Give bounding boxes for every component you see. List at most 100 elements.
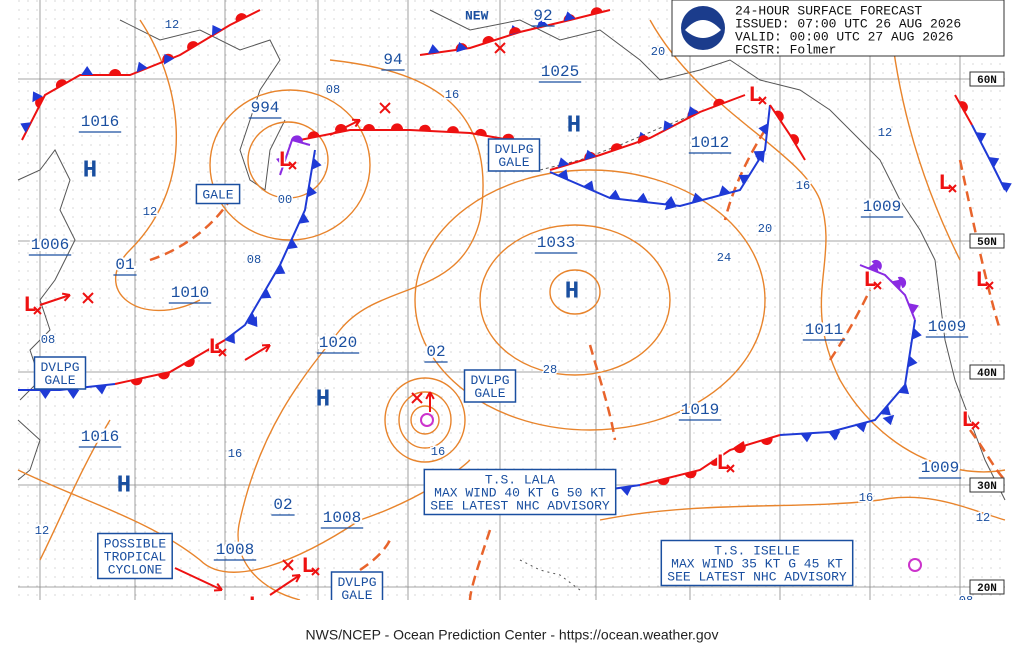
front-triangle bbox=[456, 42, 468, 53]
front-triangle bbox=[211, 25, 223, 36]
front-triangle bbox=[738, 174, 750, 185]
footer: NWS/NCEP - Ocean Prediction Center - htt… bbox=[306, 627, 719, 643]
isobar-label: 24 bbox=[717, 251, 731, 265]
low-center-x bbox=[311, 567, 320, 576]
front-triangle bbox=[274, 263, 286, 275]
warm-front bbox=[639, 434, 781, 486]
warm-front bbox=[114, 339, 226, 385]
asia-coast bbox=[17, 149, 76, 481]
front-triangle bbox=[898, 383, 910, 395]
notice-line: GALE bbox=[44, 373, 75, 388]
front-triangle bbox=[855, 422, 868, 433]
front-semicircle bbox=[207, 344, 219, 354]
header-frame bbox=[671, 0, 1005, 57]
front-triangle bbox=[95, 384, 108, 395]
front-triangle bbox=[32, 91, 43, 103]
notice-line: TROPICAL bbox=[104, 549, 166, 564]
pressure-label: 1009 bbox=[921, 459, 959, 477]
front-semicircle bbox=[684, 470, 697, 479]
front-triangle bbox=[911, 327, 922, 340]
front-triangle bbox=[563, 11, 576, 22]
trough bbox=[468, 529, 492, 601]
high-center: H bbox=[316, 386, 330, 413]
notice-line: MAX WIND 35 KT G 45 KT bbox=[671, 556, 843, 571]
isobar-label: 16 bbox=[445, 88, 459, 102]
notice-line: T.S. LALA bbox=[485, 472, 555, 487]
front-triangle bbox=[908, 303, 919, 315]
notice-line: GALE bbox=[474, 386, 505, 401]
low-center: L bbox=[748, 83, 761, 108]
pressure-label: 1016 bbox=[81, 113, 119, 131]
isobar bbox=[410, 405, 440, 435]
troughs bbox=[149, 129, 1006, 601]
isobars bbox=[17, 19, 1006, 601]
notice-line: SEE LATEST NHC ADVISORY bbox=[667, 569, 847, 584]
trough bbox=[968, 429, 1006, 481]
notice-line: GALE bbox=[202, 187, 233, 202]
tropical-symbol bbox=[420, 413, 434, 427]
pressure-label: 1006 bbox=[31, 236, 69, 254]
future-position bbox=[282, 559, 294, 571]
front-semicircle bbox=[391, 123, 404, 130]
notice-line: DVLPG bbox=[494, 142, 533, 157]
isobar-label: 08 bbox=[326, 83, 340, 97]
motion-arrow bbox=[329, 119, 361, 136]
isobar-label: 12 bbox=[35, 524, 49, 538]
front-semicircle bbox=[733, 441, 745, 451]
front-semicircle bbox=[474, 128, 487, 136]
high-center: H bbox=[83, 157, 97, 184]
low-center: L bbox=[863, 268, 876, 293]
front-triangle bbox=[260, 288, 272, 299]
front-triangle bbox=[557, 157, 570, 168]
header-line: VALID: 00:00 UTC 27 AUG 2026 bbox=[735, 29, 953, 44]
notice-line: DVLPG bbox=[40, 360, 79, 375]
pressure-label: 1011 bbox=[805, 321, 843, 339]
tropical-symbol bbox=[908, 558, 922, 572]
front-triangle bbox=[828, 431, 841, 441]
low-center-x bbox=[218, 348, 227, 357]
low-center: L bbox=[975, 268, 988, 293]
low-center: L bbox=[938, 171, 951, 196]
pressure-label: 1025 bbox=[541, 63, 579, 81]
notice-line: DVLPG bbox=[337, 575, 376, 590]
pressure-label: 1012 bbox=[691, 134, 729, 152]
lat-label-box bbox=[969, 579, 1005, 595]
notice-box bbox=[33, 356, 87, 390]
isobar-label: 28 bbox=[543, 363, 557, 377]
pressure-label: 92 bbox=[533, 7, 552, 25]
isobar bbox=[889, 19, 961, 261]
future-position bbox=[494, 42, 506, 54]
pressure-label: 1010 bbox=[171, 284, 209, 302]
stat-front bbox=[549, 94, 746, 171]
header-box: 24-HOUR SURFACE FORECAST ISSUED: 07:00 U… bbox=[671, 0, 1005, 57]
motion-arrowhead bbox=[291, 574, 301, 583]
front-semicircle bbox=[760, 437, 773, 446]
front-semicircle bbox=[307, 131, 320, 139]
low-center-x bbox=[873, 281, 882, 290]
front-semicircle bbox=[789, 134, 800, 146]
front-semicircle bbox=[291, 135, 303, 143]
isobar bbox=[549, 269, 601, 315]
front-triangle bbox=[907, 355, 918, 368]
motion-arrowhead bbox=[213, 582, 223, 592]
isobar-label: 08 bbox=[41, 333, 55, 347]
front-triangle bbox=[891, 279, 903, 290]
notice-box bbox=[195, 183, 241, 205]
trough bbox=[359, 539, 392, 572]
trough bbox=[828, 289, 872, 361]
front-triangle bbox=[975, 132, 987, 143]
header-line: 24-HOUR SURFACE FORECAST bbox=[735, 3, 922, 18]
front-triangle bbox=[427, 44, 440, 54]
front-semicircle bbox=[590, 7, 603, 15]
notice-box bbox=[423, 468, 617, 516]
notice-line: SEE LATEST NHC ADVISORY bbox=[430, 498, 610, 513]
front-triangle bbox=[880, 404, 891, 416]
isobar bbox=[39, 419, 111, 561]
front-triangle bbox=[620, 486, 633, 496]
front-triangle bbox=[1001, 182, 1012, 193]
cold-front bbox=[779, 319, 916, 436]
notice-line: DVLPG bbox=[470, 373, 509, 388]
isobar bbox=[599, 496, 1006, 521]
motion-arrowhead bbox=[351, 118, 361, 128]
